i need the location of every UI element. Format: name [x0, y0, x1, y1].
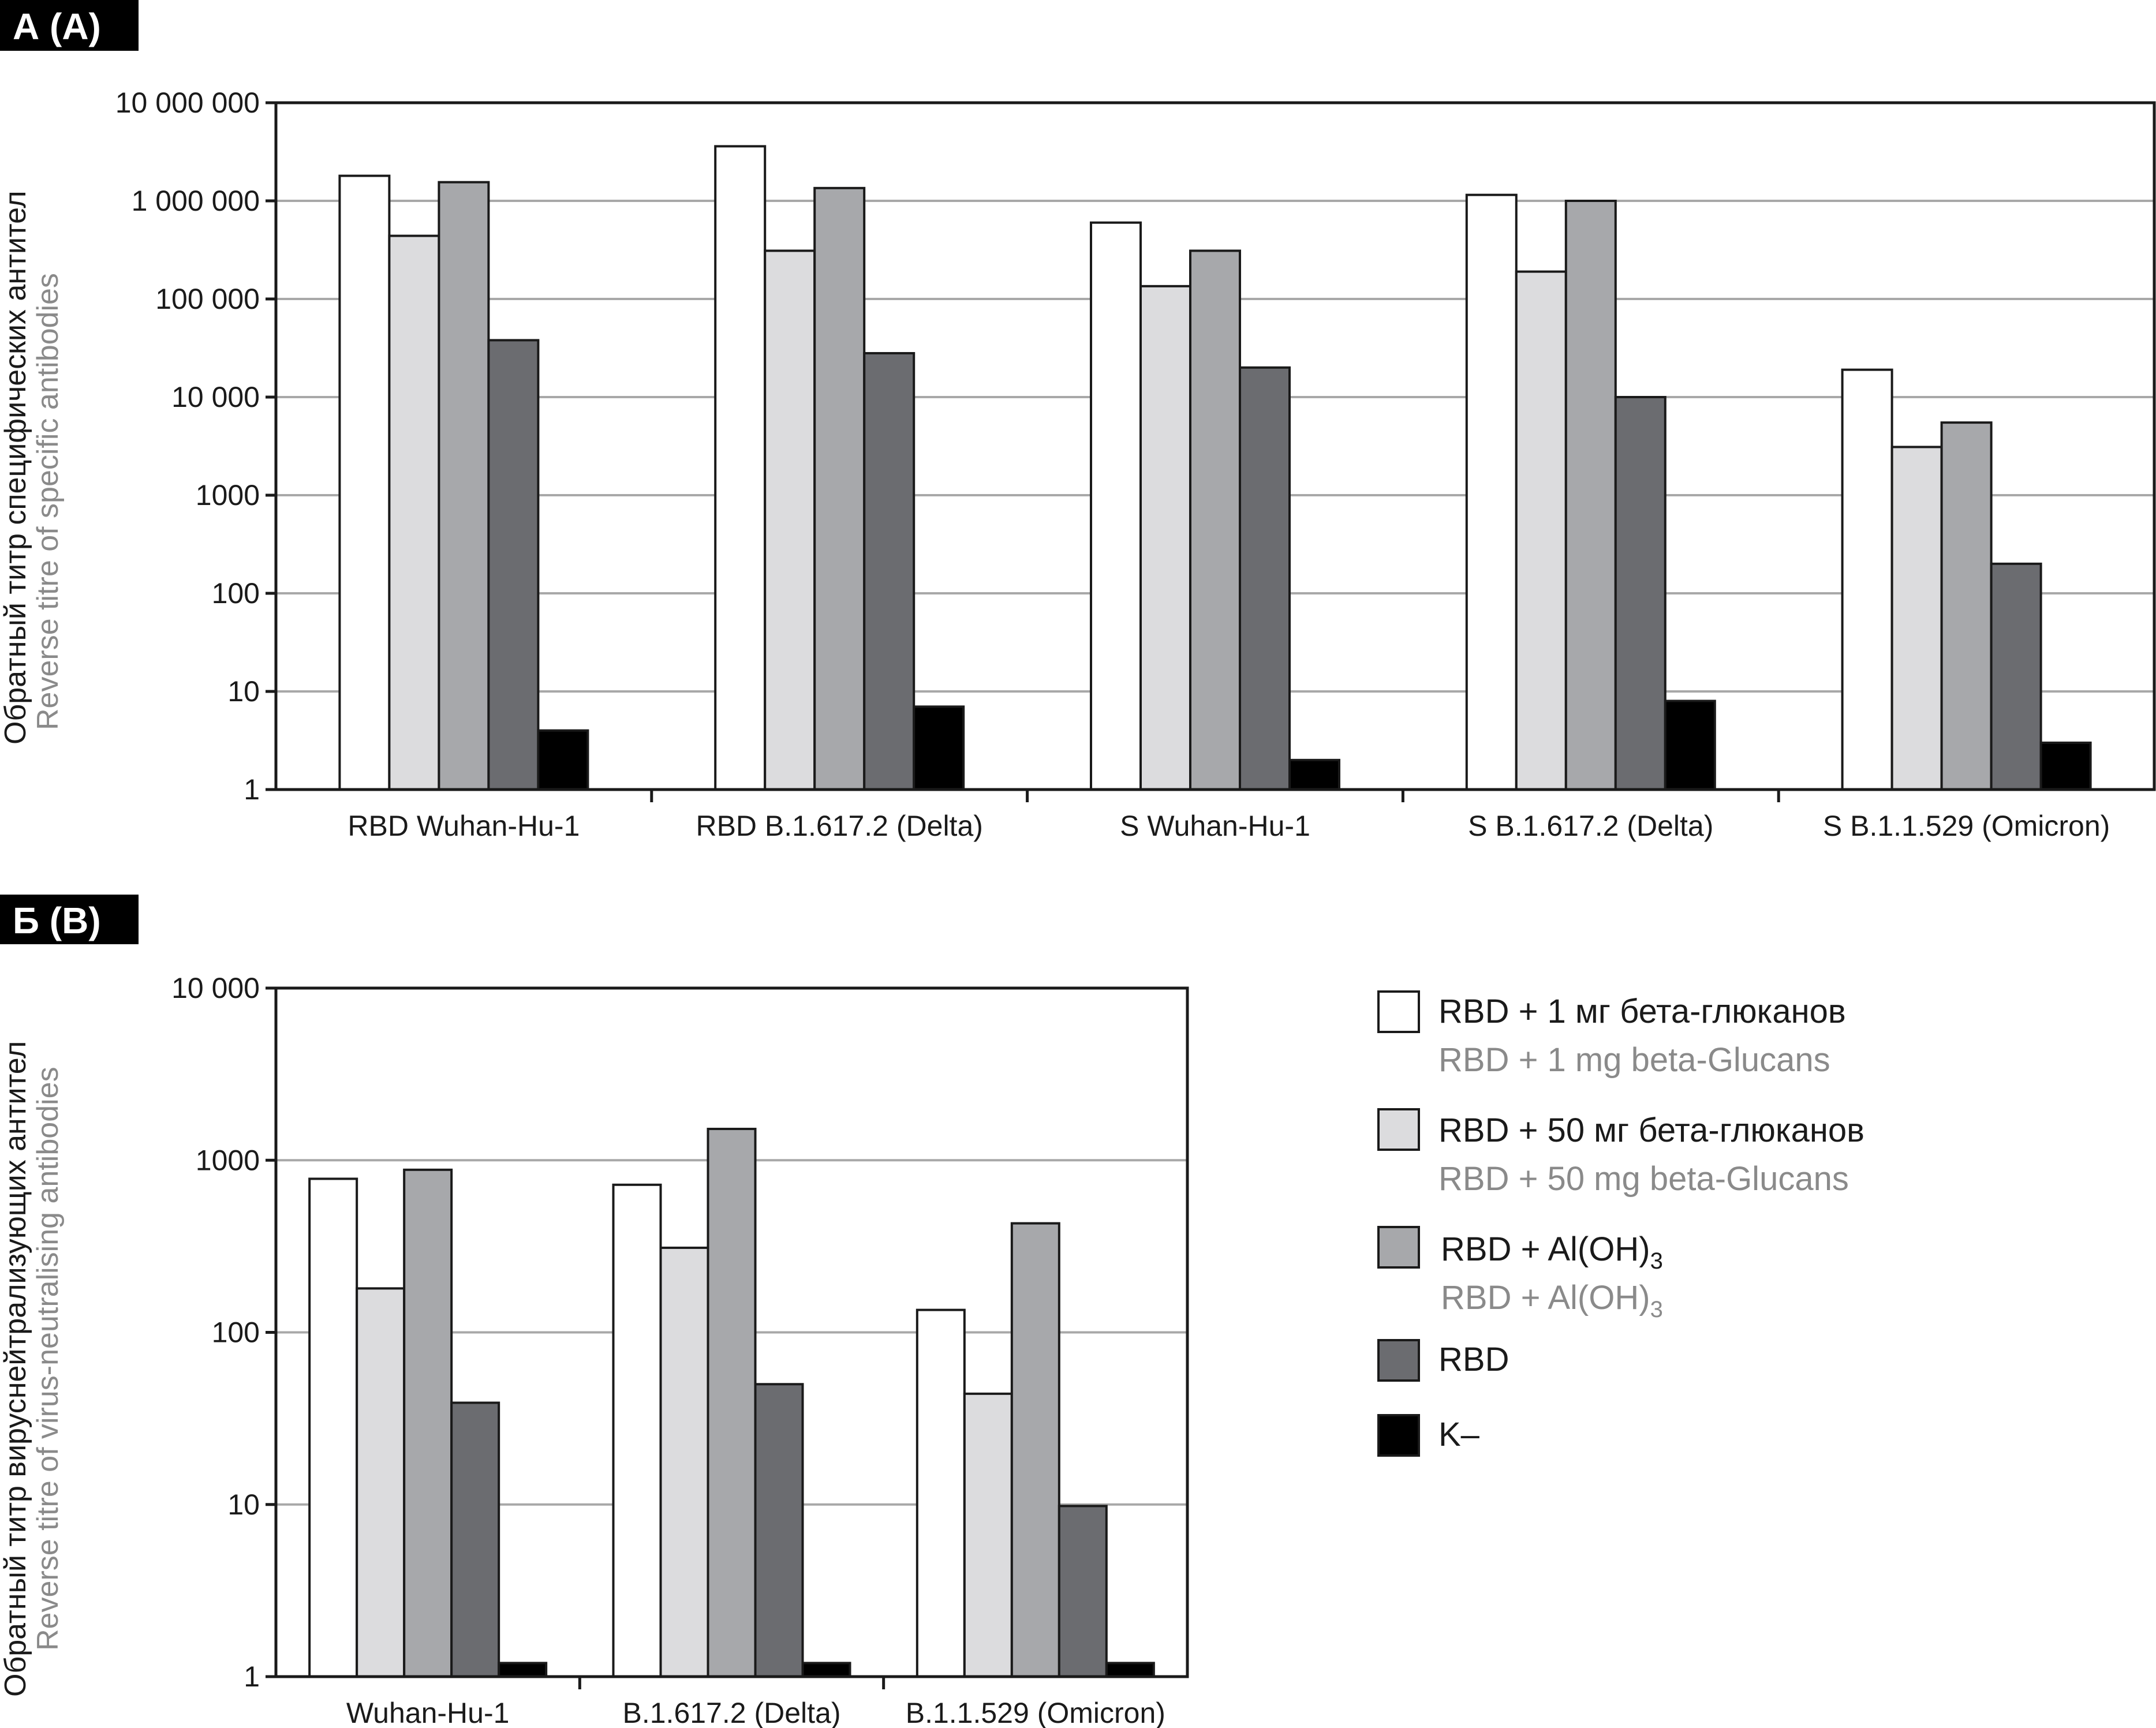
chart-a-ytick-label: 1 000 000 [132, 185, 260, 217]
chart-b-category-label: B.1.617.2 (Delta) [623, 1697, 841, 1728]
legend-swatch-aloh3 [1377, 1226, 1420, 1269]
chart-b-bar-1-2 [356, 1287, 406, 1678]
legend-label-rbd: RBD [1438, 1341, 1509, 1378]
chart-a-ytick-label: 100 000 [155, 283, 260, 315]
legend-label-en-50mg: RBD + 50 mg beta-Glucans [1438, 1160, 1849, 1198]
chart-a-ytick-label: 100 [212, 577, 260, 609]
legend-label-ru-aloh3: RBD + Al(OH)3 [1441, 1230, 1663, 1274]
panel-b-label: Б (B) [0, 895, 139, 944]
chart-a-bar-4-1 [1465, 193, 1518, 791]
chart-a-plot-frame [274, 101, 2156, 791]
chart-a-bar-5-2 [1890, 446, 1943, 791]
chart-a-ytick-label: 10 [227, 675, 260, 708]
legend-item-aloh3: RBD + Al(OH)3 RBD + Al(OH)3 [1377, 1226, 1663, 1322]
chart-a-bar-1-1 [338, 174, 391, 791]
chart-b-ytick-label: 1000 [196, 1144, 260, 1176]
legend-swatch-k-minus [1377, 1414, 1420, 1457]
chart-a-bar-3-1 [1090, 221, 1142, 791]
chart-b-ytick-label: 10 [227, 1488, 260, 1521]
chart-a-category-label: S B.1.1.529 (Omicron) [1823, 810, 2110, 842]
panel-b-label-text: Б (B) [13, 900, 101, 941]
chart-a-ylabel: Обратный титр специфических антител Reve… [0, 190, 65, 745]
chart-b-bar-2-2 [659, 1246, 709, 1678]
chart-a-bar-5-3 [1940, 421, 1993, 791]
chart-a-bar-4-5 [1664, 700, 1716, 791]
chart-a-bar-1-5 [537, 729, 589, 791]
chart-b-ytick-label: 100 [212, 1316, 260, 1349]
chart-a-bar-2-5 [913, 705, 965, 791]
legend-swatch-rbd [1377, 1339, 1420, 1382]
chart-a-bar-1-2 [388, 234, 440, 791]
chart-a-bar-1-4 [487, 339, 540, 791]
chart-b: 1 10 100 1000 10 000 Wuhan-Hu-1 B.1.617.2 (Del… [171, 972, 1189, 1728]
legend-label-ru-1mg: RBD + 1 мг бета-глюканов [1438, 993, 1846, 1030]
chart-b-bar-1-4 [450, 1401, 500, 1678]
chart-b-bar-2-3 [707, 1128, 757, 1678]
chart-a-bar-5-5 [2039, 741, 2092, 791]
chart-a-bar-3-2 [1139, 285, 1191, 791]
chart-a-bar-3-5 [1288, 758, 1340, 791]
chart-a: 1 10 100 1000 10 000 100 000 1 000 000 10 000 0… [115, 87, 2156, 842]
chart-a-ytick-label: 10 000 [171, 381, 260, 413]
chart-b-ytick-label: 1 [244, 1660, 260, 1693]
chart-b-bar-2-4 [754, 1383, 804, 1678]
chart-b-ylabel-en: Reverse titre of virus-neutralising anti… [31, 1067, 65, 1651]
legend-label-en-aloh3-sub: 3 [1650, 1297, 1663, 1322]
chart-b-bar-3-5 [1105, 1662, 1155, 1678]
chart-a-bar-3-4 [1239, 366, 1291, 791]
chart-b-ytick-label: 10 000 [171, 972, 260, 1004]
chart-b-ylabel: Обратный титр вируснейтрализующих антите… [0, 1041, 65, 1697]
legend-item-rbd: RBD [1377, 1339, 1509, 1382]
chart-a-bar-4-2 [1515, 270, 1567, 791]
legend-label-ru-50mg: RBD + 50 мг бета-глюканов [1438, 1112, 1864, 1149]
chart-a-ylabel-ru: Обратный титр специфических антител [0, 190, 32, 745]
chart-a-bar-2-4 [863, 351, 916, 791]
chart-a-category-label: RBD B.1.617.2 (Delta) [696, 810, 982, 842]
chart-b-plot-frame [274, 986, 1189, 1678]
chart-b-ylabel-ru: Обратный титр вируснейтрализующих антите… [0, 1041, 32, 1697]
legend-label-k-minus: K– [1438, 1416, 1480, 1453]
chart-a-bar-2-2 [764, 249, 816, 791]
chart-a-bar-2-1 [714, 145, 767, 791]
chart-a-bar-5-1 [1841, 368, 1893, 791]
legend-label-ru-aloh3-main: RBD + Al(OH) [1441, 1230, 1650, 1268]
legend-item-1mg: RBD + 1 мг бета-глюканов RBD + 1 mg beta… [1377, 990, 1846, 1079]
panel-a-label: А (A) [0, 0, 139, 51]
legend-swatch-50mg [1377, 1108, 1420, 1151]
legend-label-en-1mg: RBD + 1 mg beta-Glucans [1438, 1041, 1830, 1079]
chart-a-ylabel-en: Reverse titre of specific antibodies [31, 273, 65, 730]
chart-b-bar-1-1 [308, 1177, 358, 1678]
panel-a-label-text: А (A) [13, 6, 101, 47]
chart-b-bar-1-3 [403, 1168, 453, 1678]
chart-b-bar-3-2 [963, 1392, 1013, 1678]
legend-item-k-minus: K– [1377, 1414, 1480, 1457]
chart-a-bar-1-3 [438, 181, 490, 791]
chart-a-category-label: RBD Wuhan-Hu-1 [347, 810, 580, 842]
chart-b-bar-2-5 [801, 1662, 851, 1678]
legend-label-en-aloh3: RBD + Al(OH)3 [1441, 1279, 1663, 1322]
chart-a-bar-4-4 [1614, 396, 1666, 791]
chart-b-category-label: B.1.1.529 (Omicron) [906, 1697, 1165, 1728]
chart-b-bar-1-5 [498, 1662, 548, 1678]
chart-a-category-label: S Wuhan-Hu-1 [1120, 810, 1310, 842]
legend-label-ru-aloh3-sub: 3 [1650, 1248, 1663, 1274]
chart-b-bar-3-3 [1010, 1222, 1060, 1678]
chart-a-ytick-label: 1000 [196, 479, 260, 511]
chart-b-bar-3-4 [1058, 1505, 1108, 1678]
chart-a-ytick-label: 10 000 000 [115, 87, 260, 119]
chart-b-category-label: Wuhan-Hu-1 [346, 1697, 510, 1728]
chart-a-bar-5-4 [1990, 562, 2042, 791]
chart-a-category-label: S B.1.617.2 (Delta) [1468, 810, 1713, 842]
legend-label-en-aloh3-main: RBD + Al(OH) [1441, 1279, 1650, 1316]
chart-b-bar-2-1 [612, 1183, 662, 1678]
legend-swatch-1mg [1377, 990, 1420, 1033]
chart-a-bar-2-3 [813, 186, 866, 791]
legend-item-50mg: RBD + 50 мг бета-глюканов RBD + 50 mg be… [1377, 1108, 1864, 1198]
legend: RBD + 1 мг бета-глюканов RBD + 1 mg beta… [1377, 990, 1864, 1457]
chart-a-bar-3-3 [1189, 249, 1241, 791]
chart-a-bar-4-3 [1564, 200, 1617, 791]
chart-a-ytick-label: 1 [244, 773, 260, 806]
chart-b-bar-3-1 [916, 1308, 966, 1678]
